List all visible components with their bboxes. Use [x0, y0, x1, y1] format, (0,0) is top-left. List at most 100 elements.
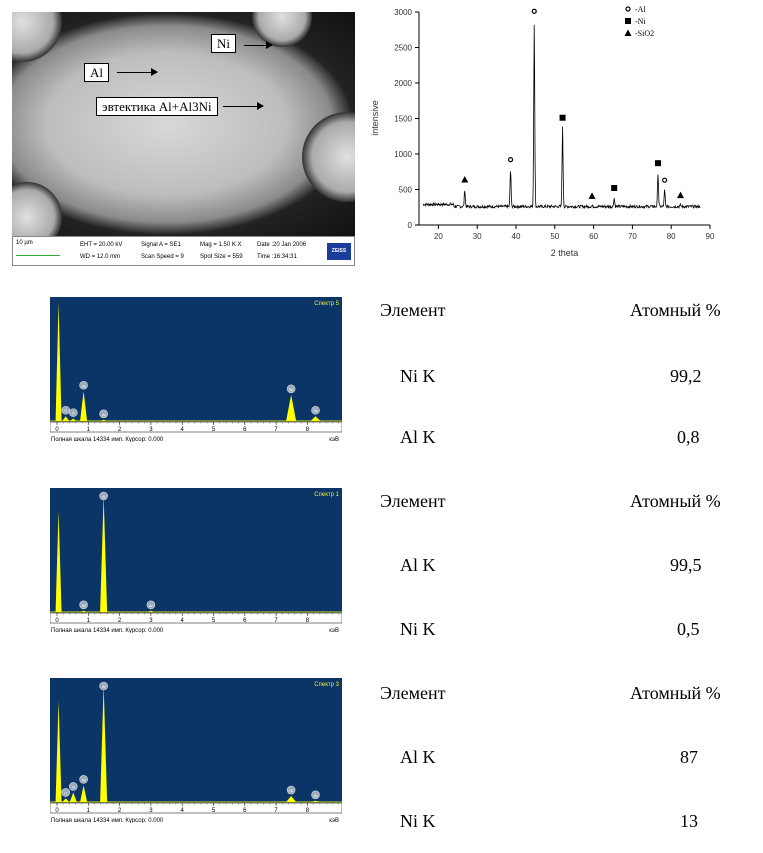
x-tick-label: 1: [87, 808, 91, 814]
legend-entry: -SiO2: [635, 29, 654, 38]
x-tick-label: 30: [473, 232, 482, 241]
spectrum-peak: [80, 391, 88, 421]
x-tick-label: 6: [243, 808, 247, 814]
x-tick-label: 7: [274, 808, 278, 814]
spectrum-peak: [55, 700, 62, 802]
peak-label: Ni: [289, 387, 293, 392]
cell-value: 99,5: [670, 555, 702, 575]
cell-element: Al K: [400, 427, 436, 447]
energy-axis: [50, 802, 342, 814]
energy-axis: [50, 612, 342, 624]
peak-marker-ni: [655, 160, 662, 167]
x-tick-label: 8: [306, 618, 310, 624]
eds-spectrum-3: 0 1 2 3 4 5 6 7 8 кэВ Полная шкала 14334 имп. Курс…: [50, 678, 342, 823]
cell-element: Al K: [400, 747, 436, 767]
peak-marker-al: [662, 177, 668, 183]
x-tick-label: 6: [243, 427, 247, 433]
spectrum-footer: Полная шкала 14334 имп. Курсор: 0.000: [51, 818, 164, 823]
spectrum-peak: [69, 792, 77, 802]
peak-label: Al: [102, 412, 106, 417]
eds-spectrum-1: 0 1 2 3 4 5 6 7 8 кэВ Полная шкала 14334 имп. Курс…: [50, 488, 342, 633]
x-tick-label: 7: [274, 618, 278, 624]
mag: Mag = 1.50 K X: [200, 242, 242, 248]
peak-marker-ni: [559, 114, 566, 121]
peak-label-badge: [99, 491, 108, 501]
peak-label-badge: [311, 405, 320, 415]
header-element: Элемент: [380, 683, 446, 703]
spectrum-title: Спектр 5: [314, 301, 339, 307]
spot-size: Spot Size = 559: [200, 254, 243, 260]
energy-axis: [50, 421, 342, 433]
spectrum-peak: [100, 685, 108, 802]
peak-label: Ni: [82, 383, 86, 388]
peak-label-badge: [99, 681, 108, 691]
x-tick-label: 0: [55, 427, 59, 433]
spectrum-background: [50, 678, 342, 803]
spectrum-background: [50, 488, 342, 613]
header-atomic: Атомный %: [630, 491, 721, 511]
peak-label: C: [64, 790, 67, 795]
cell-value: 87: [680, 747, 698, 767]
x-tick-label: 2: [118, 808, 122, 814]
peak-label-badge: [68, 408, 78, 417]
x-tick-label: 3: [149, 618, 153, 624]
x-tick-label: 3: [149, 427, 153, 433]
spectrum-peak: [147, 610, 155, 612]
header-element: Элемент: [380, 491, 446, 511]
arrow-icon: [244, 41, 273, 49]
scan-speed: Scan Speed = 9: [141, 254, 184, 260]
spectrum-peak: [55, 302, 62, 421]
x-tick-label: 60: [589, 232, 598, 241]
peak-label-badge: [79, 380, 88, 390]
eht: EHT = 20.00 kV: [80, 242, 123, 248]
x-axis-label: кэВ: [329, 818, 339, 823]
spectrum-title: Спектр 3: [314, 682, 339, 688]
peak-label: Ni: [314, 793, 318, 798]
cell-element: Ni K: [400, 619, 436, 639]
x-tick-label: 1: [87, 427, 91, 433]
spectrum-background: [50, 297, 342, 422]
x-tick-label: 8: [306, 427, 310, 433]
header-atomic: Атомный %: [630, 683, 721, 703]
peak-label-badge: [311, 790, 320, 800]
x-tick-label: 5: [212, 427, 216, 433]
legend-icon-sio2: [624, 29, 632, 36]
peak-marker-sio2: [677, 191, 685, 199]
spectrum-peak: [286, 394, 297, 421]
peak-label: Ni: [289, 788, 293, 793]
x-tick-label: 4: [181, 427, 185, 433]
cell-element: Al K: [400, 555, 436, 575]
time: Time :16:34:31: [257, 254, 297, 260]
spectrum-peak: [69, 418, 77, 421]
x-tick-label: 2: [118, 618, 122, 624]
spectrum-peak: [310, 416, 321, 421]
legend-icon-al: [625, 6, 631, 12]
cell-value: 13: [680, 811, 698, 831]
peak-marker-sio2: [588, 192, 596, 199]
x-axis-label: кэВ: [329, 437, 339, 442]
peak-label: C: [64, 408, 67, 413]
peak-label: O: [72, 411, 75, 416]
x-tick-label: 50: [550, 232, 559, 241]
peak-label-badge: [99, 409, 108, 419]
x-tick-label: 90: [706, 232, 715, 241]
x-tick-label: 5: [212, 808, 216, 814]
peak-label-badge: [146, 600, 156, 610]
y-tick-label: 0: [408, 221, 413, 230]
scale-label: 10 µm: [16, 240, 33, 246]
cell-element: Ni K: [400, 366, 436, 386]
label-eutectic: эвтектика Al+Al3Ni: [96, 97, 218, 116]
y-axis-label: intensive: [370, 100, 380, 136]
x-tick-label: 2: [118, 427, 122, 433]
label-ni: Ni: [211, 34, 236, 53]
x-tick-label: 1: [87, 618, 91, 624]
y-tick-label: 500: [399, 186, 413, 195]
sem-info-bar: 10 µm EHT = 20.00 kV WD = 12.0 mm Signal…: [12, 236, 355, 266]
scale-bar: [16, 255, 60, 256]
peak-marker-al: [531, 8, 537, 14]
peak-label: O: [72, 784, 75, 789]
cell-value: 99,2: [670, 366, 702, 386]
zeiss-logo: ZEISS: [327, 243, 351, 260]
spectrum-peak: [80, 785, 88, 802]
spectrum-peak: [62, 416, 70, 421]
